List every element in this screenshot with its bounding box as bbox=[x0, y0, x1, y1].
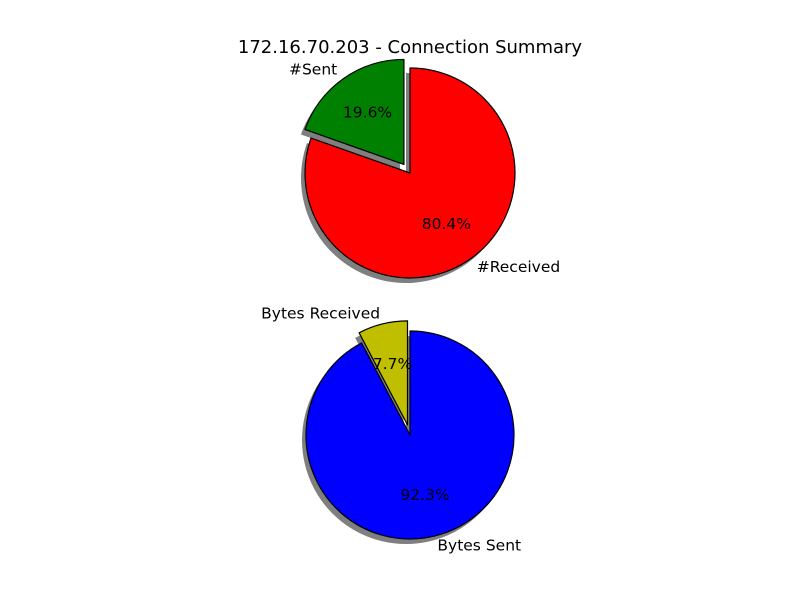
figure-title: 172.16.70.203 - Connection Summary bbox=[238, 37, 583, 58]
pie-labels: #Sent 19.6% #Received 80.4% bbox=[289, 61, 560, 276]
slice-label-bytes-sent: Bytes Sent bbox=[437, 537, 521, 555]
slice-percent-sent: 19.6% bbox=[343, 103, 392, 121]
pie-slices bbox=[305, 320, 515, 540]
slice-bytes-sent bbox=[305, 330, 515, 540]
pie-bytes: Bytes Received 7.7% Bytes Sent 92.3% bbox=[261, 304, 521, 554]
pie-labels: Bytes Received 7.7% Bytes Sent 92.3% bbox=[261, 304, 521, 554]
pie-connection-counts: #Sent 19.6% #Received 80.4% bbox=[289, 58, 560, 283]
slice-label-bytes-received: Bytes Received bbox=[261, 304, 380, 322]
slice-label-received: #Received bbox=[477, 258, 561, 276]
slice-label-sent: #Sent bbox=[289, 61, 337, 79]
slice-bytes-received bbox=[358, 320, 409, 426]
slice-percent-bytes-received: 7.7% bbox=[373, 355, 412, 373]
slice-percent-bytes-sent: 92.3% bbox=[400, 486, 449, 504]
pie-slices bbox=[304, 58, 516, 279]
slice-sent bbox=[304, 58, 405, 166]
slice-percent-received: 80.4% bbox=[422, 215, 471, 233]
slice-received bbox=[304, 67, 516, 279]
